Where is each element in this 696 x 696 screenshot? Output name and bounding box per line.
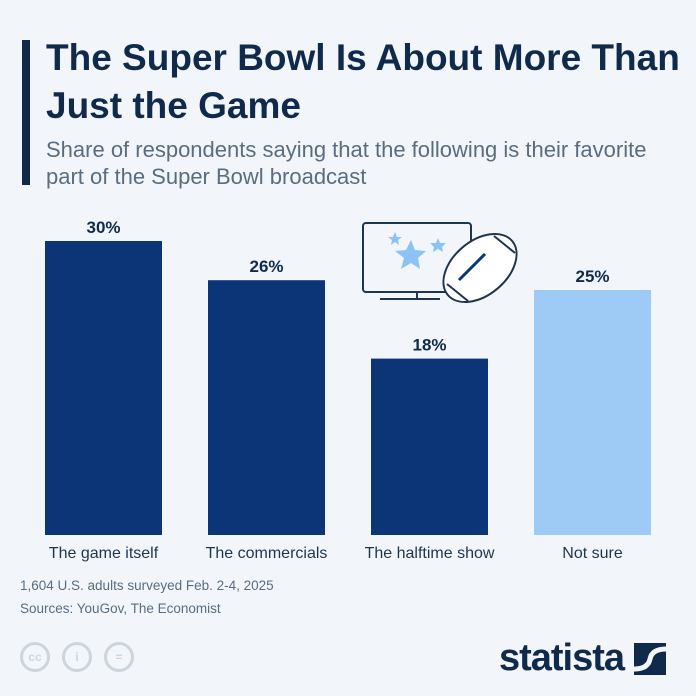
data-label: 30% (86, 218, 120, 237)
category-label: Not sure (562, 545, 623, 562)
category-label: The game itself (49, 545, 159, 562)
statista-mark-icon (634, 642, 666, 675)
chart-subtitle: Share of respondents saying that the fol… (46, 137, 647, 189)
data-label: 26% (249, 257, 283, 276)
bar (208, 280, 325, 535)
data-label: 25% (575, 267, 609, 286)
logo-text: statista (498, 637, 625, 679)
category-label: The halftime show (365, 545, 495, 562)
tv-football-icon (362, 222, 518, 304)
data-label: 18% (412, 336, 446, 355)
bar (371, 358, 488, 535)
sources: Sources: YouGov, The Economist (20, 601, 221, 616)
statista-logo: statista (499, 637, 666, 680)
bar (45, 241, 162, 535)
survey-note: 1,604 U.S. adults surveyed Feb. 2-4, 202… (20, 578, 274, 593)
bar (534, 290, 651, 535)
by-icon: i (62, 642, 92, 672)
title-accent-bar (22, 40, 30, 185)
category-label: The commercials (206, 545, 328, 562)
chart-title: The Super Bowl Is About More Than Just t… (46, 37, 680, 126)
cc-icon: cc (20, 642, 50, 672)
nd-icon: = (104, 642, 134, 672)
